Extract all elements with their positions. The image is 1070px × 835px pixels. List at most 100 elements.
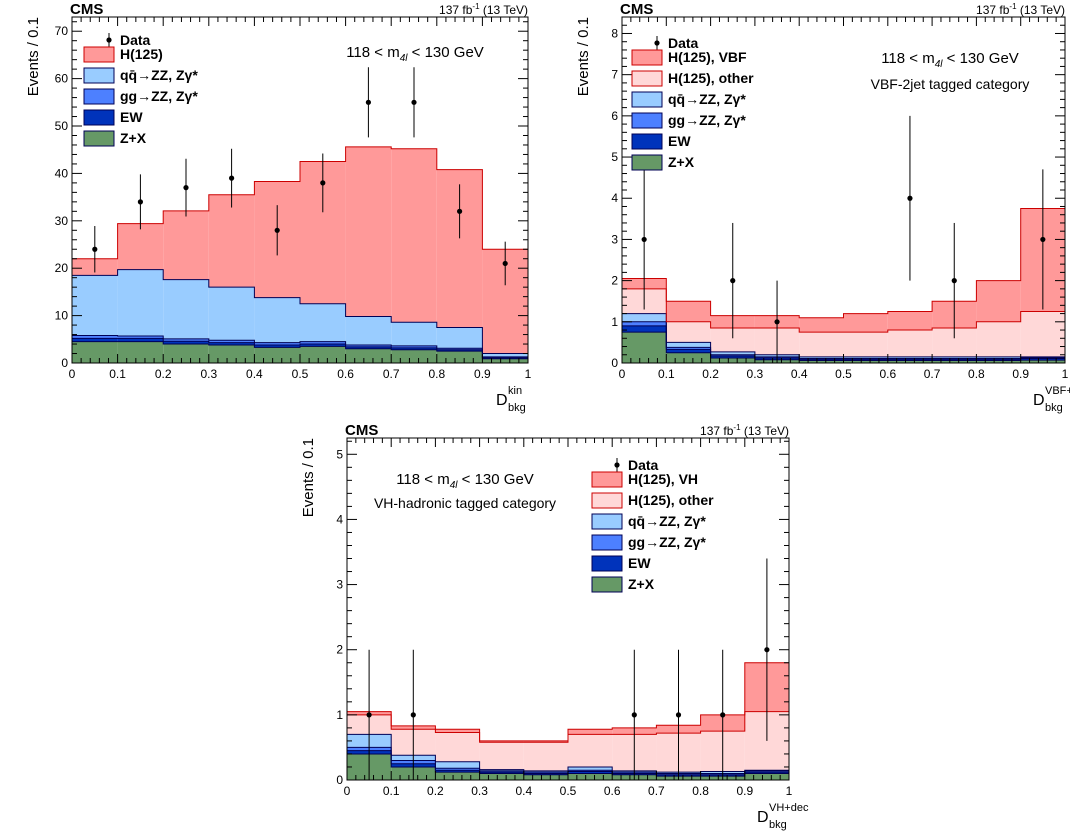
y-axis-label: Events / 0.1 (575, 17, 592, 96)
bar (72, 341, 118, 363)
legend-label: EW (628, 555, 651, 571)
x-axis-label-sub: bkg (1045, 402, 1063, 414)
legend-label: Z+X (628, 576, 655, 592)
bar (300, 303, 346, 342)
bar (117, 269, 164, 336)
y-tick-label: 0 (336, 773, 343, 787)
energy-label: (13 TeV) (1017, 3, 1065, 17)
energy-label: (13 TeV) (480, 3, 528, 17)
x-axis-label-main: D (496, 392, 508, 409)
mass-window-pre: 118 < m (881, 50, 935, 67)
mass-window-pre: 118 < m (346, 44, 400, 61)
data-point (457, 208, 463, 214)
energy-label: (13 TeV) (741, 424, 789, 438)
y-tick-label: 1 (336, 708, 343, 722)
x-tick-label: 0.3 (200, 367, 217, 381)
luminosity-label: 137 fb-1 (13 TeV) (439, 2, 528, 17)
bar (208, 342, 255, 345)
legend-swatch (83, 67, 115, 84)
bar (391, 345, 437, 348)
x-tick-label: 0.9 (1012, 367, 1029, 381)
bar (710, 358, 755, 363)
x-tick-label: 0.8 (428, 367, 445, 381)
bar (568, 766, 613, 771)
data-point (183, 185, 189, 191)
series-zx (72, 341, 528, 363)
data-points (366, 558, 770, 780)
data-point (502, 260, 508, 267)
bar (391, 148, 437, 323)
bar (976, 360, 1021, 363)
data-point (366, 712, 372, 718)
x-axis-label-main: D (757, 809, 769, 826)
x-axis-label: D (496, 392, 508, 409)
series-outline (622, 208, 1065, 319)
y-axis: 0 10 20 30 40 50 60 70 (55, 21, 528, 370)
legend-swatch (591, 492, 623, 509)
bar (887, 359, 933, 361)
y-tick-label: 50 (55, 119, 69, 133)
experiment-label: CMS (620, 1, 653, 18)
legend-label: H(125), VBF (668, 49, 747, 65)
bar (666, 349, 711, 353)
x-tick-label: 0.2 (427, 784, 444, 798)
legend-swatch (591, 513, 623, 530)
legend-label-data: Data (628, 457, 659, 473)
data-point (675, 712, 682, 718)
series-outline (72, 146, 528, 260)
luminosity-label: 137 fb-1 (13 TeV) (700, 423, 789, 438)
bar (479, 740, 524, 743)
bar (1020, 358, 1065, 361)
legend-label: gg→ZZ, Zγ* (120, 88, 198, 104)
bar (523, 740, 568, 743)
series-outline (72, 341, 528, 360)
bar (391, 347, 437, 350)
y-tick-label: 2 (611, 274, 618, 288)
bar (710, 327, 755, 352)
legend-swatch (631, 112, 663, 129)
legend-label: H(125), other (628, 492, 714, 508)
legend-label: gg→ZZ, Zγ* (668, 112, 746, 128)
bar (976, 359, 1021, 361)
x-tick-label: 0.2 (155, 367, 172, 381)
experiment-label: CMS (70, 1, 103, 18)
lumi-value: 137 fb (700, 424, 734, 438)
y-tick-label: 0 (61, 356, 68, 370)
x-axis-label-sup: kin (508, 385, 522, 397)
bar (799, 332, 844, 357)
y-tick-label: 0 (611, 356, 618, 370)
bar (799, 359, 844, 361)
y-tick-label: 5 (611, 150, 618, 164)
bar (710, 354, 755, 356)
bar (932, 356, 977, 359)
y-tick-label: 60 (55, 72, 69, 86)
y-tick-label: 20 (55, 261, 69, 275)
experiment-label: CMS (345, 422, 378, 439)
data-point (411, 99, 417, 105)
y-tick-label: 3 (611, 232, 618, 246)
bar (622, 325, 667, 333)
legend-label: Z+X (668, 154, 695, 170)
bar (300, 344, 346, 347)
x-tick-label: 0.3 (747, 367, 764, 381)
bar (479, 742, 524, 770)
legend-swatch (631, 70, 663, 87)
bar (568, 729, 613, 735)
x-tick-label: 0.3 (471, 784, 488, 798)
bar (435, 732, 480, 762)
series-outline (72, 335, 528, 358)
data-point (92, 246, 98, 252)
bar (568, 771, 613, 774)
bar (523, 770, 568, 773)
data-point (365, 99, 371, 105)
x-tick-label: 0.1 (109, 367, 126, 381)
x-tick-label: 0.6 (879, 367, 896, 381)
bar (163, 341, 209, 345)
bar (435, 770, 480, 773)
bar (666, 301, 711, 322)
bar (163, 344, 209, 363)
bar (568, 773, 613, 780)
mass-window-post: < 130 GeV (458, 471, 534, 488)
mass-window-sub: 4l (450, 480, 459, 491)
